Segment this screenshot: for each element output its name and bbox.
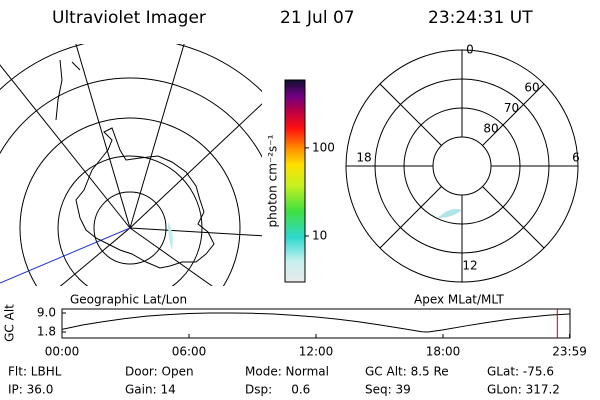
status-field: GLat: -75.6 [487, 365, 554, 379]
status-field: Seq: 39 [365, 383, 411, 397]
polar-spoke [379, 186, 442, 249]
status-field: GLon: 317.2 [487, 383, 560, 397]
colorbar [284, 79, 306, 283]
status-field: GC Alt: 8.5 Re [365, 365, 449, 379]
aurora-blob [438, 209, 462, 218]
mlt-label: 6 [572, 151, 580, 165]
status-field: Mode: Normal [245, 365, 329, 379]
polar-spoke [482, 83, 545, 146]
mlt-label: 12 [462, 259, 477, 273]
status-field: Flt: LBHL [8, 365, 62, 379]
status-field: IP: 36.0 [8, 383, 53, 397]
status-field: Gain: 14 [125, 383, 176, 397]
x-tick-label: 23:59 [552, 345, 587, 359]
date: 21 Jul 07 [280, 8, 355, 28]
right-panel-label: Apex MLat/MLT [414, 293, 504, 307]
geographic-map [0, 44, 262, 286]
y-axis-label: GC Alt [3, 304, 17, 342]
polar-spoke [379, 83, 442, 146]
mlat-label: 80 [483, 122, 498, 136]
gc-alt-line [61, 312, 570, 333]
y-tick-label: 1.8 [37, 325, 56, 339]
mlat-label: 70 [504, 101, 519, 115]
colorbar-tick-label: 100 [312, 140, 335, 154]
y-tick-label: 9.0 [37, 306, 56, 320]
x-tick-label: 12:00 [299, 345, 334, 359]
colorbar-tick-label: 10 [312, 228, 327, 242]
mlt-label: 0 [466, 43, 474, 57]
x-tick-label: 06:00 [172, 345, 207, 359]
mlat-label: 60 [524, 80, 539, 94]
left-panel-label: Geographic Lat/Lon [70, 293, 187, 307]
x-tick-label: 18:00 [426, 345, 461, 359]
colorbar-label: photon cm⁻²s⁻¹ [266, 134, 280, 227]
time: 23:24:31 UT [428, 8, 533, 28]
status-field: Dsp: 0.6 [245, 383, 310, 397]
title: Ultraviolet Imager [52, 8, 206, 28]
mlt-label: 18 [356, 151, 371, 165]
x-tick-label: 00:00 [45, 345, 80, 359]
status-field: Door: Open [125, 365, 194, 379]
polar-spoke [482, 186, 545, 249]
